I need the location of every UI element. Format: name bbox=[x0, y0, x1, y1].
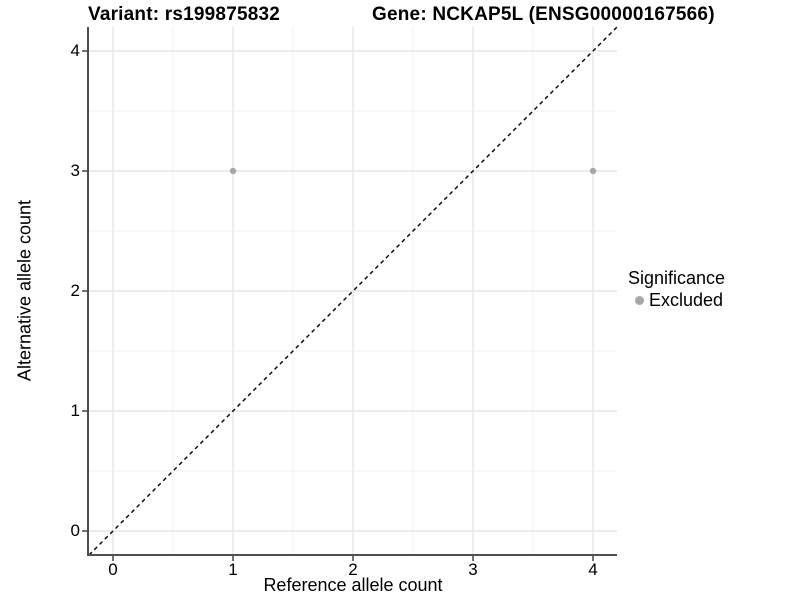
y-tick-label: 1 bbox=[70, 401, 80, 420]
y-tick-label: 3 bbox=[70, 161, 80, 180]
x-tick-label: 3 bbox=[468, 560, 478, 579]
data-point bbox=[229, 167, 237, 175]
y-axis-title: Alternative allele count bbox=[14, 199, 35, 382]
y-tick-label: 4 bbox=[70, 41, 80, 60]
x-tick-label: 0 bbox=[108, 560, 118, 579]
data-point bbox=[589, 167, 597, 175]
legend: Significance Excluded bbox=[628, 268, 725, 310]
plot-title-gene: Gene: NCKAP5L (ENSG00000167566) bbox=[372, 4, 715, 25]
x-tick-label: 4 bbox=[588, 560, 598, 579]
x-tick-label: 2 bbox=[348, 560, 358, 579]
legend-point-icon bbox=[635, 295, 644, 305]
y-tick-label: 0 bbox=[70, 521, 80, 540]
x-tick-label: 1 bbox=[228, 560, 238, 579]
y-tick-label: 2 bbox=[70, 281, 80, 300]
plot-title-variant: Variant: rs199875832 bbox=[88, 4, 281, 25]
legend-title: Significance bbox=[628, 268, 726, 288]
x-axis-title: Reference allele count bbox=[263, 575, 443, 595]
legend-item-excluded: Excluded bbox=[628, 290, 725, 310]
legend-item-label: Excluded bbox=[649, 290, 724, 310]
